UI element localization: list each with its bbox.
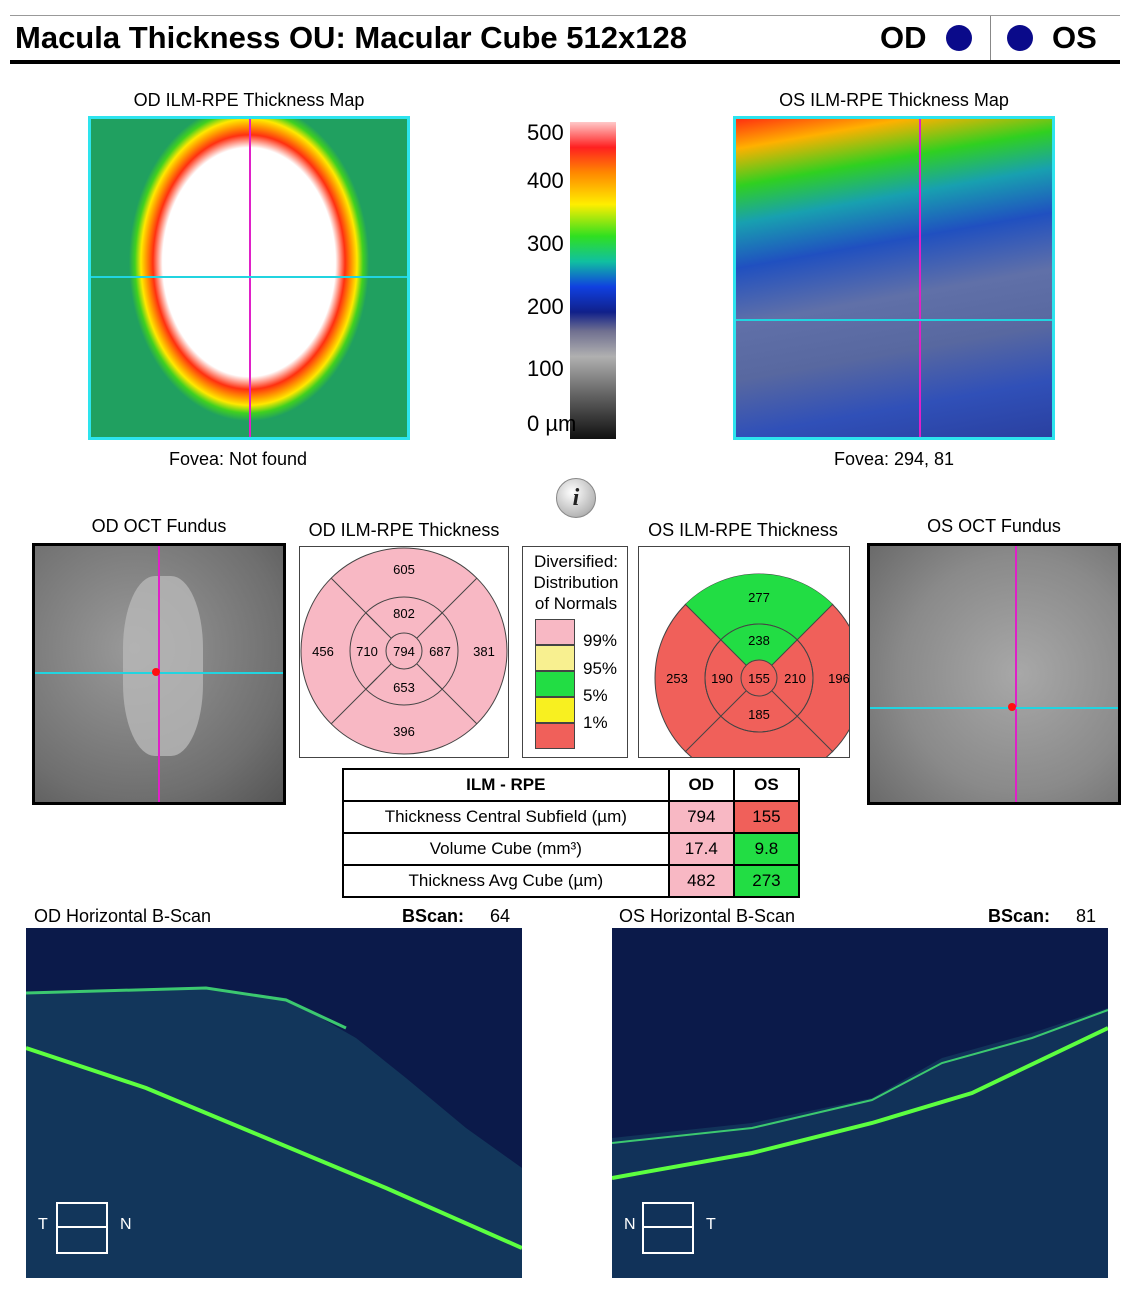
- os-inner-inferior-value: 185: [748, 707, 770, 722]
- legend-title-line: of Normals: [534, 594, 618, 613]
- od-bscan-image[interactable]: T N: [26, 928, 522, 1278]
- od-dir-left-label: T: [38, 1216, 48, 1233]
- od-outer-superior-value: 605: [393, 562, 415, 577]
- os-bscan-label: BScan:: [988, 906, 1051, 926]
- od-inner-nasal-value: 687: [429, 644, 451, 659]
- od-bscan-number: 64: [490, 906, 511, 926]
- report-title: Macula Thickness OU: Macular Cube 512x12…: [15, 20, 687, 55]
- legend-title-line: Distribution: [533, 573, 619, 592]
- table-header-os: OS: [732, 768, 801, 802]
- od-outer-inferior-value: 396: [393, 724, 415, 739]
- os-outer-superior-value: 277: [748, 590, 770, 605]
- os-value-cell: 273: [732, 864, 801, 898]
- os-center-value: 155: [748, 671, 770, 686]
- os-bscan-image[interactable]: N T: [612, 928, 1108, 1278]
- od-value-cell: 794: [667, 800, 735, 834]
- od-oct-fundus-image[interactable]: [32, 543, 286, 805]
- os-value-cell: 155: [732, 800, 801, 834]
- legend-swatch-pale-yellow: [535, 645, 575, 671]
- legend-swatch-red: [535, 723, 575, 749]
- od-dir-right-label: N: [120, 1216, 132, 1233]
- os-fundus-title: OS OCT Fundus: [927, 516, 1061, 536]
- header-top-rule: [10, 15, 1120, 16]
- legend-label-99: 99%: [583, 631, 618, 650]
- od-fundus-title: OD OCT Fundus: [91, 516, 227, 536]
- os-bscan-title: OS Horizontal B-Scan: [619, 906, 796, 926]
- od-bscan-label: BScan:: [402, 906, 465, 926]
- os-inner-temporal-value: 190: [711, 671, 733, 686]
- scale-label-400: 400: [527, 168, 564, 193]
- scale-label-0: 0 µm: [527, 411, 577, 436]
- os-dir-right-label: T: [706, 1216, 716, 1233]
- os-dir-left-label: N: [624, 1216, 636, 1233]
- od-outer-temporal-value: 456: [312, 644, 334, 659]
- os-fovea-text: Fovea: 294, 81: [833, 449, 955, 469]
- od-fovea-text: Fovea: Not found: [168, 449, 308, 469]
- normative-legend: Diversified: Distribution of Normals 99%…: [522, 546, 628, 758]
- table-row: Volume Cube (mm³) 17.4 9.8: [342, 832, 801, 866]
- table-row: Thickness Central Subfield (µm) 794 155: [342, 800, 801, 834]
- od-thickness-map[interactable]: [88, 116, 410, 440]
- legend-swatch-yellow: [535, 697, 575, 723]
- os-scan-direction-box: [642, 1202, 694, 1254]
- od-inner-superior-value: 802: [393, 606, 415, 621]
- table-header-od: OD: [667, 768, 735, 802]
- os-inner-nasal-value: 210: [784, 671, 806, 686]
- os-bscan-number: 81: [1076, 906, 1097, 926]
- od-eye-dot-icon: [946, 25, 972, 51]
- od-outer-nasal-value: 381: [473, 644, 495, 659]
- od-eye-label: OD: [880, 20, 927, 55]
- legend-label-1: 1%: [583, 713, 608, 732]
- od-etdrs-chart[interactable]: 794 802 687 653 710 605 381 396 456: [299, 546, 509, 758]
- row-label: Volume Cube (mm³): [342, 832, 670, 866]
- legend-label-95: 95%: [583, 659, 618, 678]
- os-oct-fundus-image[interactable]: [867, 543, 1121, 805]
- od-inner-temporal-value: 710: [356, 644, 378, 659]
- os-eye-label: OS: [1052, 20, 1097, 55]
- os-outer-temporal-value: 253: [666, 671, 688, 686]
- scale-label-100: 100: [527, 356, 564, 381]
- od-bscan-title: OD Horizontal B-Scan: [34, 906, 212, 926]
- legend-title-line: Diversified:: [533, 552, 619, 571]
- table-row: Thickness Avg Cube (µm) 482 273: [342, 864, 801, 898]
- legend-swatch-green: [535, 671, 575, 697]
- legend-label-5: 5%: [583, 686, 608, 705]
- os-outer-nasal-value: 196: [828, 671, 850, 686]
- od-thickness-map-title: OD ILM-RPE Thickness Map: [133, 90, 365, 110]
- row-label: Thickness Avg Cube (µm): [342, 864, 670, 898]
- thickness-color-scale: [570, 122, 616, 439]
- scale-label-200: 200: [527, 294, 564, 319]
- info-icon[interactable]: i: [556, 478, 596, 518]
- table-header-ilm-rpe: ILM - RPE: [342, 768, 670, 802]
- os-inner-superior-value: 238: [748, 633, 770, 648]
- header-bottom-rule: [10, 60, 1120, 64]
- os-etdrs-title: OS ILM-RPE Thickness: [648, 520, 838, 540]
- ilm-rpe-summary-table: ILM - RPE OD OS Thickness Central Subfie…: [342, 768, 801, 898]
- os-thickness-map[interactable]: [733, 116, 1055, 440]
- os-etdrs-chart[interactable]: 155 238 210 185 190 277 196 253: [638, 546, 850, 758]
- os-thickness-map-title: OS ILM-RPE Thickness Map: [779, 90, 1009, 110]
- od-value-cell: 482: [667, 864, 735, 898]
- od-scan-direction-box: [56, 1202, 108, 1254]
- header-divider: [990, 16, 991, 60]
- os-value-cell: 9.8: [732, 832, 801, 866]
- arrow-right-icon: [56, 1226, 108, 1228]
- scale-label-300: 300: [527, 231, 564, 256]
- arrow-right-icon: [642, 1226, 694, 1228]
- od-etdrs-title: OD ILM-RPE Thickness: [308, 520, 500, 540]
- od-value-cell: 17.4: [667, 832, 735, 866]
- scale-label-500: 500: [527, 120, 564, 145]
- od-center-value: 794: [393, 644, 415, 659]
- od-inner-inferior-value: 653: [393, 680, 415, 695]
- row-label: Thickness Central Subfield (µm): [342, 800, 670, 834]
- os-eye-dot-icon: [1007, 25, 1033, 51]
- legend-swatch-pink: [535, 619, 575, 645]
